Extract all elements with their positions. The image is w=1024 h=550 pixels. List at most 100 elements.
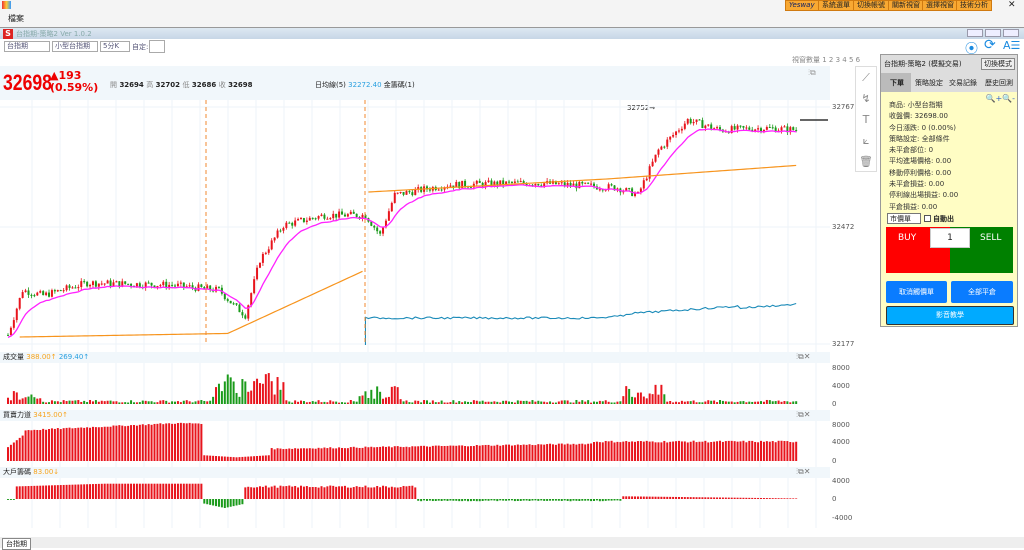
volume-bar xyxy=(15,392,18,404)
candle xyxy=(540,185,543,187)
chart-canvas[interactable] xyxy=(0,100,830,530)
signal-icon[interactable]: ⦿ xyxy=(965,42,979,57)
auto-exit-checkbox[interactable] xyxy=(924,215,931,222)
market-select[interactable]: 台指期 xyxy=(4,41,50,52)
volume-bar xyxy=(698,402,701,404)
candle xyxy=(332,213,335,219)
bottom-tab-taifex[interactable]: 台指期 xyxy=(2,538,31,550)
big-axis-neg4000: -4000 xyxy=(832,514,853,522)
candle xyxy=(279,230,282,232)
big-panel-controls[interactable]: ⫶⧉✕ xyxy=(796,467,811,476)
window-count[interactable]: 視窗數量 1 2 3 4 5 6 xyxy=(792,56,861,64)
fan-tool-icon[interactable]: ⟀ xyxy=(862,134,870,147)
big-player-bar xyxy=(62,484,65,499)
candle xyxy=(516,181,519,183)
line-tool-icon[interactable]: ⟋ xyxy=(862,71,870,84)
system-menu-button[interactable]: 系統選單 xyxy=(818,0,854,11)
select-window-button[interactable]: 選擇視窗 xyxy=(922,0,958,11)
change-value: ▲193 xyxy=(50,69,82,82)
big-player-bar xyxy=(449,499,452,501)
big-player-bar xyxy=(314,487,317,499)
candle xyxy=(701,120,704,129)
yesway-button[interactable]: Yesway xyxy=(785,0,819,11)
volume-bar xyxy=(434,402,437,404)
window-close-button[interactable] xyxy=(1003,29,1019,37)
power-bar xyxy=(30,430,33,461)
tab-backtest[interactable]: 歷史回測 xyxy=(985,79,1013,87)
video-tutorial-button[interactable]: 影音教學 xyxy=(886,306,1014,325)
trash-icon[interactable]: 🗑 xyxy=(859,155,873,168)
volume-bar xyxy=(516,400,519,404)
power-bar xyxy=(727,440,730,461)
power-bar xyxy=(223,456,226,461)
big-player-bar xyxy=(499,499,502,501)
candle xyxy=(707,124,710,126)
chart-options-icon[interactable]: ⫶⧉ xyxy=(808,68,816,77)
restore-button[interactable] xyxy=(985,29,1001,37)
power-bar xyxy=(572,443,575,461)
candle xyxy=(53,290,56,292)
big-player-bar xyxy=(783,498,786,499)
power-panel-controls[interactable]: ⫶⧉✕ xyxy=(796,410,811,419)
candle xyxy=(789,127,792,133)
order-type-select[interactable]: 市價單 xyxy=(887,213,921,224)
power-bar xyxy=(487,444,490,461)
power-bar xyxy=(669,441,672,461)
volume-bar xyxy=(256,378,259,404)
candle xyxy=(795,129,798,131)
tech-analysis-button[interactable]: 技術分析 xyxy=(956,0,992,11)
tab-records[interactable]: 交易記錄 xyxy=(949,79,977,87)
volume-bar xyxy=(625,386,628,404)
zoom-icons[interactable]: 🔍+🔍- xyxy=(985,94,1015,103)
big-player-bar xyxy=(300,485,302,499)
volume-bar xyxy=(305,402,308,404)
refresh-icon[interactable]: ⟳ xyxy=(984,37,996,53)
big-player-bar xyxy=(176,483,179,499)
polyline-tool-icon[interactable]: ↯ xyxy=(861,92,871,105)
text-tool-icon[interactable]: T xyxy=(862,113,870,126)
custom-input[interactable] xyxy=(149,40,165,53)
interval-select[interactable]: 5分K xyxy=(100,41,130,52)
volume-bar xyxy=(212,396,215,404)
candle xyxy=(575,183,578,189)
switch-mode-button[interactable]: 切換模式 xyxy=(981,58,1015,70)
close-icon[interactable]: ✕ xyxy=(1008,0,1016,10)
power-bar xyxy=(358,447,361,461)
quantity-input[interactable]: 1 xyxy=(930,228,970,248)
last-price: 32698 xyxy=(3,70,52,95)
candle xyxy=(176,283,179,287)
tab-strategy[interactable]: 策略設定 xyxy=(915,79,943,87)
new-window-button[interactable]: 關新視窗 xyxy=(888,0,924,11)
power-bar xyxy=(138,424,141,461)
power-bar xyxy=(654,442,657,461)
product-select[interactable]: 小型台指期 xyxy=(52,41,98,52)
power-bar xyxy=(546,444,549,461)
candle xyxy=(534,183,537,186)
candle xyxy=(757,128,760,130)
power-bar xyxy=(408,447,411,461)
volume-bar xyxy=(39,398,42,404)
power-bar xyxy=(323,447,326,461)
power-bar xyxy=(267,455,270,461)
high-value: 32702 xyxy=(155,81,181,89)
volume-bar xyxy=(499,402,502,404)
candle xyxy=(27,290,30,295)
power-bar xyxy=(680,441,683,461)
power-bar xyxy=(18,437,21,461)
cancel-trigger-button[interactable]: 取消觸價單 xyxy=(886,281,947,303)
volume-bar xyxy=(182,400,185,404)
volume-bar xyxy=(575,399,578,404)
power-bar xyxy=(364,446,367,461)
volume-bar xyxy=(642,396,645,404)
close-all-button[interactable]: 全部平倉 xyxy=(951,281,1013,303)
tab-order[interactable]: 下單 xyxy=(881,73,911,92)
switch-account-button[interactable]: 切換帳號 xyxy=(853,0,889,11)
minimize-button[interactable] xyxy=(967,29,983,37)
big-player-bar xyxy=(36,485,39,499)
volume-bar xyxy=(440,400,443,404)
menu-file[interactable]: 檔案 xyxy=(8,14,24,23)
settings-list-icon[interactable]: A☰ xyxy=(1003,39,1021,52)
big-player-bar xyxy=(171,483,174,499)
candle xyxy=(74,287,77,289)
volume-panel-controls[interactable]: ⫶⧉✕ xyxy=(796,352,811,361)
